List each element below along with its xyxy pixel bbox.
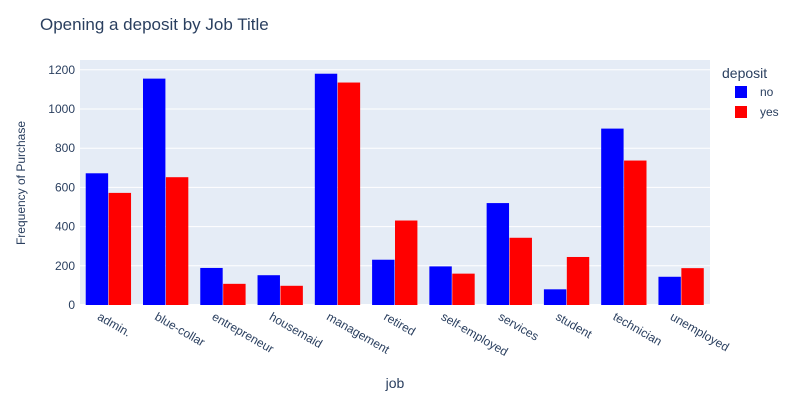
bar-yes-technician[interactable] [624, 160, 647, 305]
legend-swatch-yes[interactable] [735, 106, 747, 118]
y-tick-label: 400 [55, 220, 75, 234]
bar-yes-housemaid[interactable] [280, 285, 303, 305]
bar-yes-management[interactable] [337, 82, 361, 305]
bar-yes-services[interactable] [509, 237, 532, 305]
y-tick-label: 1000 [48, 102, 75, 116]
bar-yes-self-employed[interactable] [452, 273, 475, 305]
bar-no-housemaid[interactable] [257, 275, 280, 305]
y-tick-label: 0 [68, 298, 75, 312]
bar-yes-blue-collar[interactable] [165, 177, 189, 305]
x-tick-label: unemployed [668, 309, 732, 354]
bar-no-unemployed[interactable] [658, 276, 681, 305]
legend-label-no[interactable]: no [760, 85, 774, 99]
x-tick-label: student [553, 309, 595, 341]
y-tick-label: 600 [55, 180, 75, 194]
bar-no-admin[interactable] [85, 173, 109, 305]
bar-no-blue-collar[interactable] [143, 78, 166, 306]
bar-no-management[interactable] [314, 73, 338, 305]
bar-no-technician[interactable] [601, 128, 624, 305]
x-tick-label: management [324, 309, 392, 356]
bar-yes-student[interactable] [566, 256, 590, 305]
legend-title: deposit [722, 65, 767, 81]
bar-yes-unemployed[interactable] [681, 268, 704, 305]
legend-swatch-no[interactable] [735, 86, 747, 98]
x-tick-label: entrepreneur [210, 309, 277, 355]
bar-no-services[interactable] [486, 203, 510, 305]
bars [85, 73, 704, 306]
y-tick-label: 800 [55, 141, 75, 155]
bar-no-retired[interactable] [372, 259, 395, 305]
bar-no-self-employed[interactable] [429, 266, 452, 305]
x-tick-label: services [496, 309, 541, 343]
y-tick-label: 200 [55, 259, 75, 273]
bar-yes-entrepreneur[interactable] [223, 283, 246, 305]
legend-label-yes[interactable]: yes [760, 105, 779, 119]
x-tick-label: technician [611, 309, 665, 348]
x-tick-label: admin. [95, 309, 133, 339]
chart-title: Opening a deposit by Job Title [40, 15, 269, 34]
x-tick-label: blue-collar [152, 309, 207, 349]
bar-no-student[interactable] [543, 289, 567, 305]
legend[interactable]: deposit no yes [722, 65, 779, 119]
y-tick-label: 1200 [48, 63, 75, 77]
x-axis-title: job [385, 375, 405, 391]
bar-yes-admin[interactable] [108, 192, 132, 305]
x-tick-label: retired [382, 309, 418, 338]
bar-yes-retired[interactable] [395, 220, 418, 305]
y-axis-ticks: 0 200 400 600 800 1000 1200 [48, 63, 75, 312]
y-axis-title: Frequency of Purchase [14, 121, 28, 245]
bar-no-entrepreneur[interactable] [200, 267, 223, 305]
